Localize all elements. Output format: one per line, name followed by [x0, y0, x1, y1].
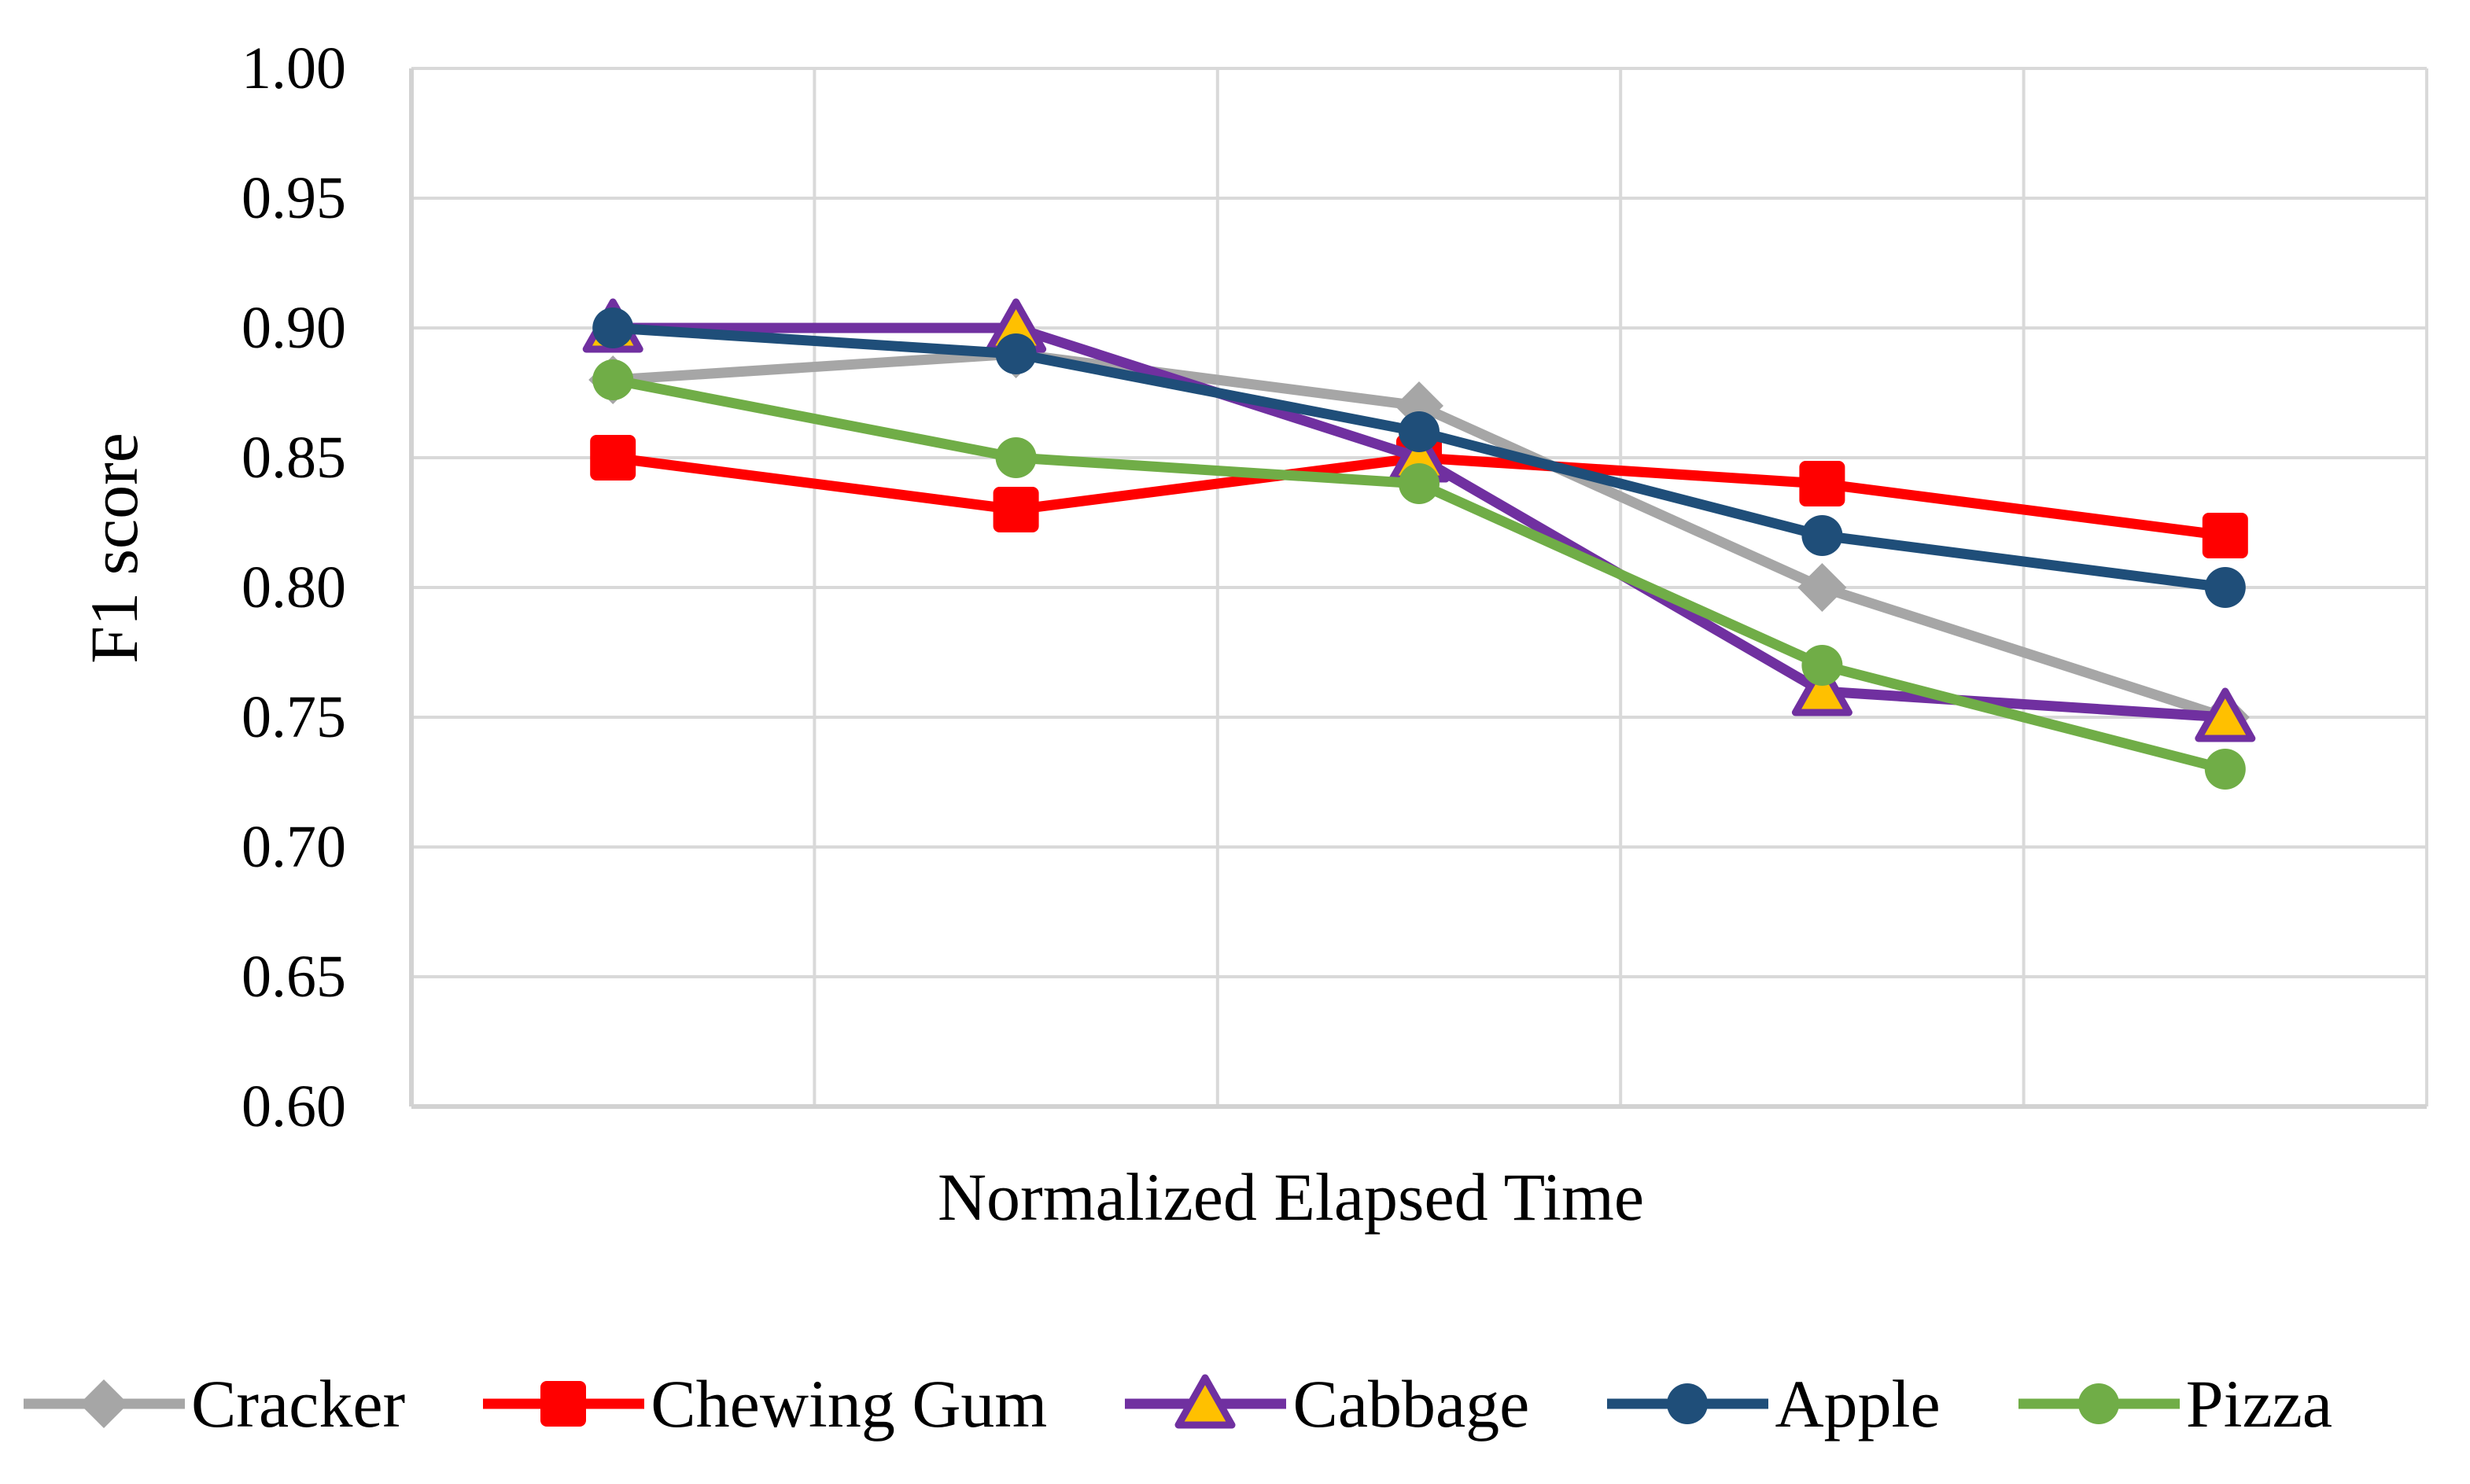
legend-marker-cracker: [24, 1379, 185, 1428]
y-tick-label: 0.80: [241, 554, 346, 620]
legend-label: Pizza: [2185, 1366, 2332, 1442]
marker-chewing-gum: [993, 487, 1039, 532]
legend-marker-cabbage: [1125, 1374, 1287, 1429]
y-axis-title: F1 score: [76, 433, 152, 664]
marker-chewing-gum: [590, 435, 636, 481]
y-tick-label: 0.90: [241, 295, 346, 361]
y-tick-label: 0.75: [241, 684, 346, 750]
legend-item-apple: Apple: [1607, 1364, 1941, 1443]
legend-item-cabbage: Cabbage: [1125, 1364, 1529, 1443]
marker-apple: [1801, 515, 1843, 556]
x-axis-title: Normalized Elapsed Time: [937, 1159, 1645, 1235]
legend-label: Apple: [1775, 1366, 1941, 1442]
marker-chewing-gum: [1799, 461, 1845, 506]
legend-item-pizza: Pizza: [2018, 1364, 2332, 1443]
marker-pizza: [592, 359, 634, 400]
legend-marker-chewing-gum: [483, 1381, 645, 1427]
y-tick-label: 0.65: [241, 944, 346, 1010]
y-tick-label: 1.00: [241, 35, 346, 101]
y-tick-label: 0.60: [241, 1073, 346, 1140]
marker-cabbage: [2195, 687, 2256, 742]
legend-label: Cabbage: [1292, 1366, 1530, 1442]
marker-chewing-gum: [2202, 513, 2248, 558]
marker-pizza: [995, 437, 1037, 478]
marker-pizza: [2204, 749, 2246, 790]
marker-pizza: [1399, 463, 1440, 504]
legend-item-chewing-gum: Chewing Gum: [483, 1364, 1047, 1443]
legend-label: Chewing Gum: [651, 1366, 1048, 1442]
marker-apple: [592, 307, 634, 348]
marker-pizza: [1801, 645, 1843, 686]
marker-cracker: [1797, 563, 1847, 612]
y-tick-label: 0.85: [241, 425, 346, 491]
y-tick-label: 0.70: [241, 814, 346, 880]
marker-cabbage: [1791, 661, 1852, 716]
marker-apple: [1399, 411, 1440, 452]
legend-label: Cracker: [191, 1366, 406, 1442]
legend-marker-pizza: [2018, 1383, 2180, 1424]
y-tick-label: 0.95: [241, 165, 346, 231]
marker-apple: [995, 333, 1037, 374]
legend-item-cracker: Cracker: [24, 1364, 405, 1443]
marker-apple: [2204, 567, 2246, 608]
legend-marker-apple: [1607, 1383, 1769, 1424]
chart-legend: Cracker Chewing Gum Cabbage Apple Pizza: [24, 1333, 2332, 1475]
